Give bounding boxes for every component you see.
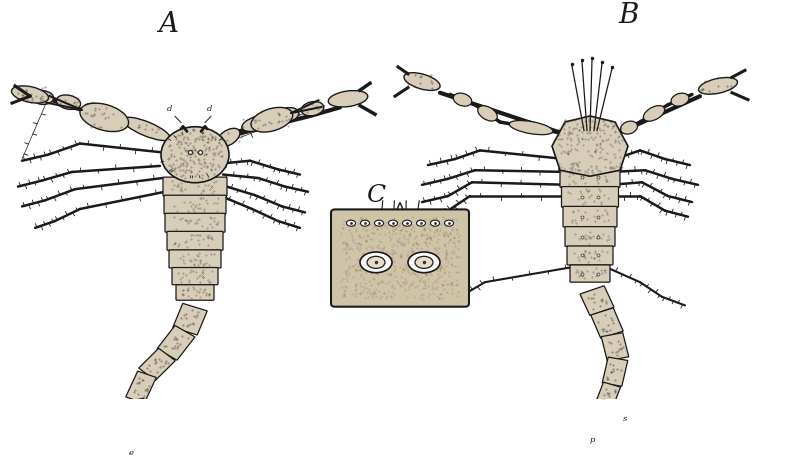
Ellipse shape: [11, 86, 49, 103]
FancyBboxPatch shape: [570, 265, 610, 282]
Ellipse shape: [367, 256, 385, 269]
Ellipse shape: [360, 252, 392, 273]
Ellipse shape: [374, 220, 383, 226]
Ellipse shape: [31, 90, 54, 104]
FancyBboxPatch shape: [560, 167, 620, 187]
Ellipse shape: [276, 107, 298, 122]
FancyBboxPatch shape: [176, 285, 214, 300]
Ellipse shape: [328, 90, 368, 107]
Polygon shape: [590, 308, 623, 338]
FancyBboxPatch shape: [165, 213, 225, 232]
Ellipse shape: [402, 220, 411, 226]
FancyBboxPatch shape: [172, 268, 218, 285]
Polygon shape: [126, 371, 156, 403]
Ellipse shape: [80, 103, 129, 132]
Polygon shape: [552, 116, 628, 176]
Text: e: e: [129, 449, 134, 457]
Text: A: A: [158, 11, 178, 38]
Polygon shape: [587, 409, 610, 431]
Ellipse shape: [478, 106, 498, 121]
Ellipse shape: [151, 449, 173, 459]
Ellipse shape: [57, 95, 81, 110]
Ellipse shape: [408, 252, 440, 273]
Ellipse shape: [123, 117, 170, 140]
Ellipse shape: [510, 121, 553, 134]
Polygon shape: [126, 398, 152, 428]
FancyBboxPatch shape: [167, 231, 223, 250]
FancyBboxPatch shape: [163, 177, 227, 196]
Text: B: B: [618, 2, 638, 29]
Ellipse shape: [671, 93, 689, 106]
Ellipse shape: [698, 78, 738, 94]
Ellipse shape: [217, 129, 240, 147]
Polygon shape: [136, 422, 164, 450]
Ellipse shape: [595, 430, 618, 442]
FancyBboxPatch shape: [565, 227, 615, 246]
Ellipse shape: [251, 107, 293, 132]
Ellipse shape: [389, 220, 398, 226]
Polygon shape: [602, 357, 628, 386]
Ellipse shape: [454, 93, 472, 106]
Ellipse shape: [643, 106, 665, 121]
Ellipse shape: [84, 103, 118, 120]
Polygon shape: [594, 382, 621, 413]
Ellipse shape: [621, 121, 638, 134]
Ellipse shape: [361, 220, 370, 226]
Text: d: d: [207, 105, 212, 113]
Ellipse shape: [346, 220, 355, 226]
Polygon shape: [173, 303, 207, 335]
FancyBboxPatch shape: [164, 195, 226, 214]
FancyBboxPatch shape: [169, 250, 221, 268]
Polygon shape: [580, 286, 614, 316]
Polygon shape: [138, 348, 175, 381]
Text: c: c: [149, 458, 154, 459]
Ellipse shape: [430, 220, 439, 226]
Ellipse shape: [242, 115, 273, 131]
Ellipse shape: [404, 73, 440, 90]
FancyBboxPatch shape: [563, 207, 617, 227]
FancyBboxPatch shape: [562, 187, 618, 207]
Polygon shape: [602, 333, 629, 361]
Text: s: s: [623, 415, 627, 423]
Ellipse shape: [445, 220, 454, 226]
Ellipse shape: [161, 127, 229, 183]
Ellipse shape: [417, 220, 426, 226]
Ellipse shape: [415, 256, 433, 269]
Polygon shape: [157, 325, 195, 360]
Text: C: C: [366, 184, 385, 207]
Text: d: d: [167, 105, 172, 113]
Text: p: p: [590, 437, 595, 444]
FancyBboxPatch shape: [331, 209, 469, 307]
FancyBboxPatch shape: [567, 246, 613, 265]
Ellipse shape: [302, 101, 324, 116]
